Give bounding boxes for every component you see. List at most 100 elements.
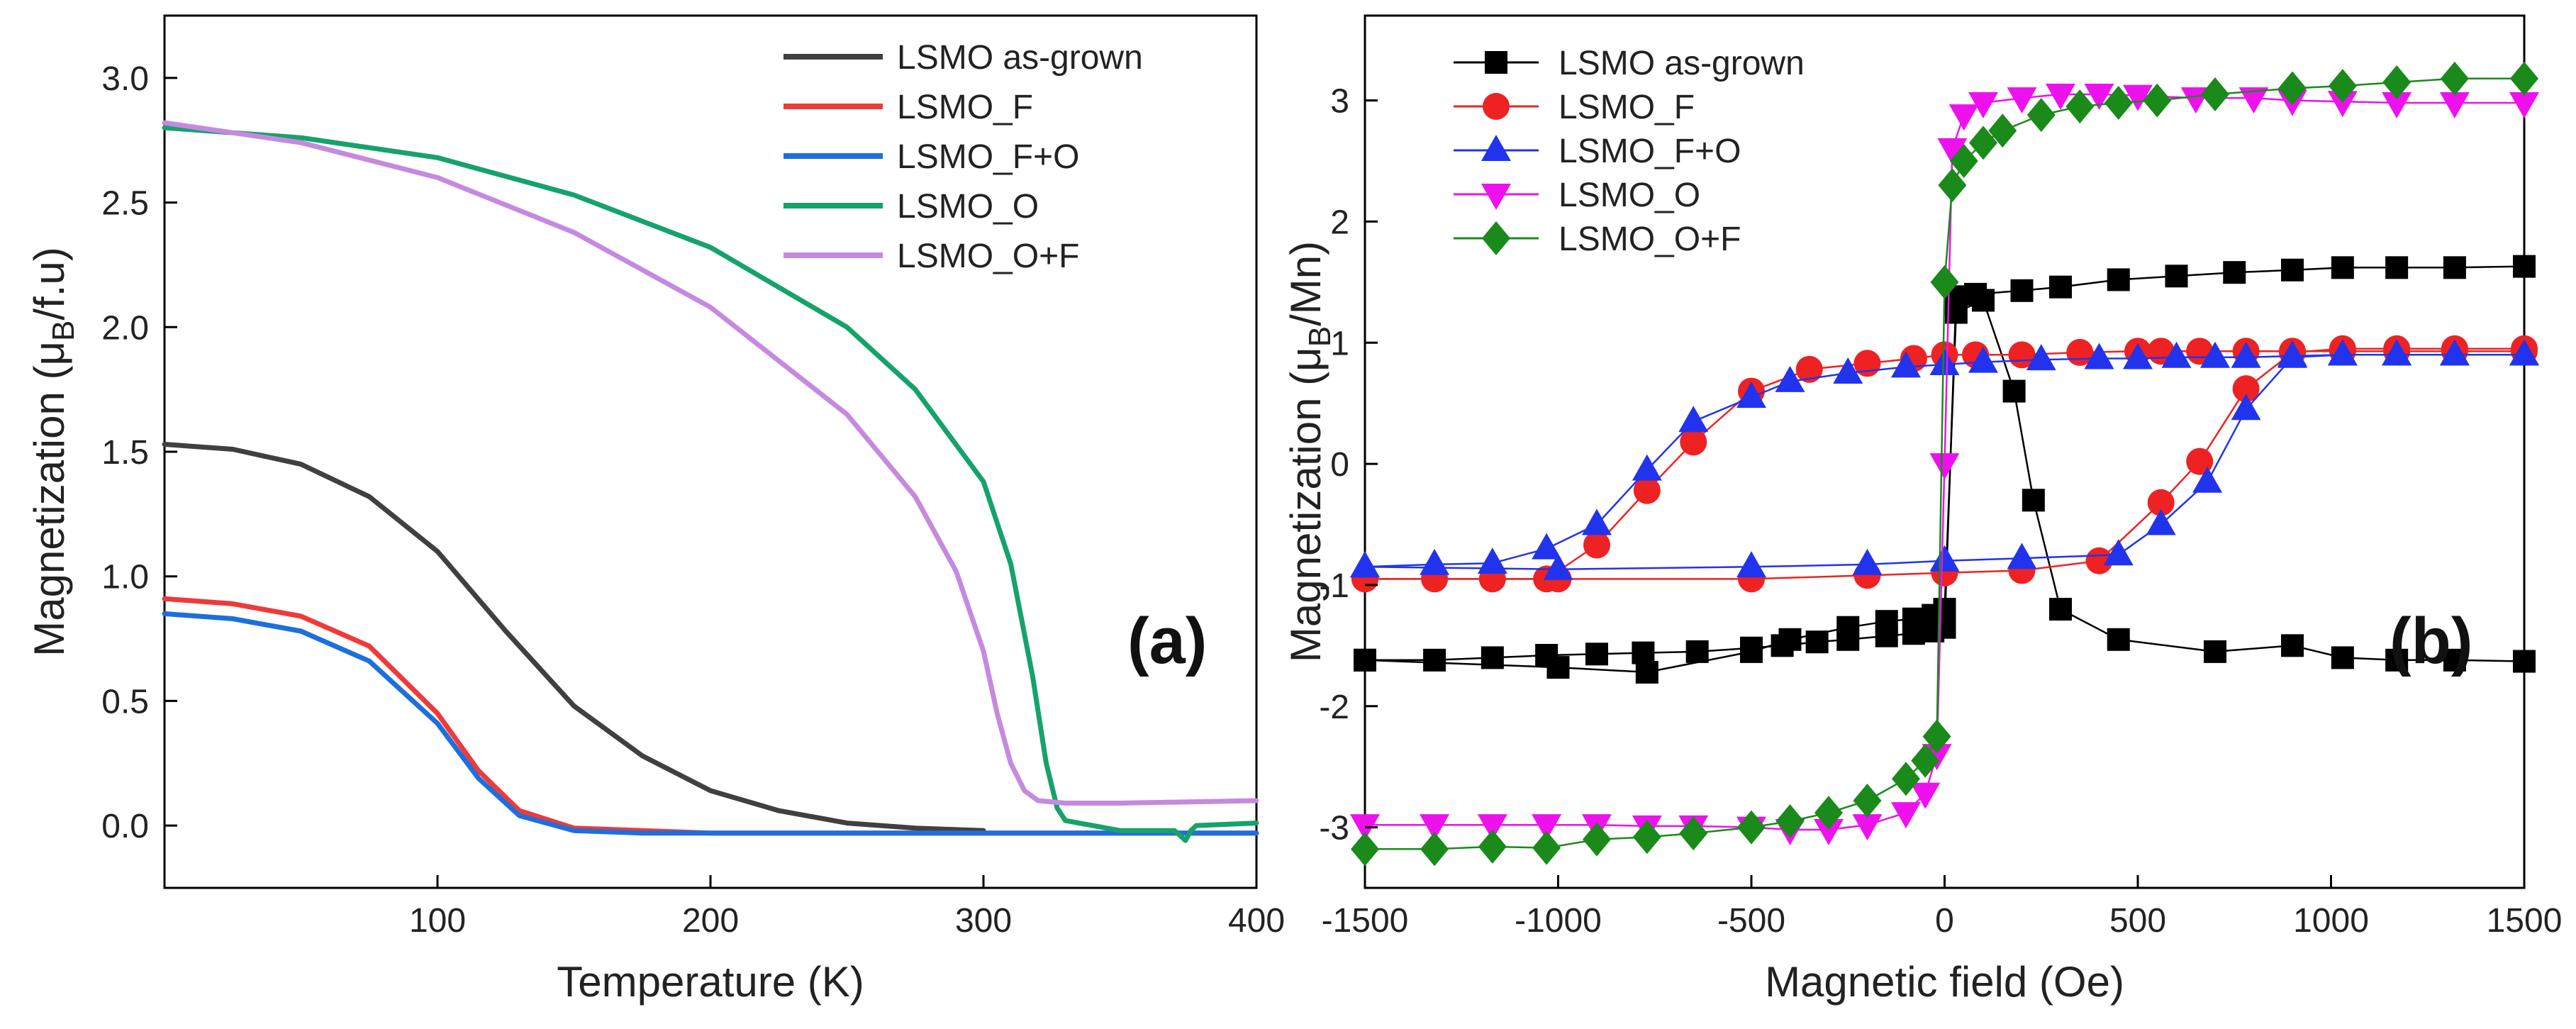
point-lsmo-o bbox=[2509, 92, 2539, 118]
b-x-tick-label: -1000 bbox=[1515, 902, 1602, 940]
point-return-lsmo-f bbox=[2186, 447, 2214, 475]
point-lsmo-f bbox=[1795, 355, 1823, 383]
point-return-lsmo-f-o bbox=[1350, 551, 1380, 578]
point-lsmo-f-o bbox=[1736, 382, 1766, 408]
point-lsmo-o-f bbox=[1930, 265, 1959, 299]
point-lsmo-o-f bbox=[2104, 86, 2133, 120]
panel-a-x-axis-title: Temperature (K) bbox=[557, 958, 864, 1006]
point-lsmo-as-grown bbox=[2223, 261, 2246, 284]
b-x-tick-label: 1500 bbox=[2487, 902, 2563, 940]
panel-a-label: (a) bbox=[1127, 605, 1207, 677]
b-y-tick-label: -3 bbox=[1319, 810, 1349, 847]
point-lsmo-as-grown bbox=[2165, 265, 2188, 288]
a-x-tick-label: 100 bbox=[409, 902, 466, 940]
point-lsmo-as-grown bbox=[1805, 630, 1829, 654]
a-y-tick-label: 2.0 bbox=[101, 309, 149, 347]
legend-marker-lsmo-o bbox=[1481, 184, 1511, 210]
point-return-lsmo-f-o bbox=[2277, 341, 2307, 368]
point-lsmo-o bbox=[1910, 782, 1941, 809]
panel-b-legend: LSMO as-grown LSMO_F LSMO_F+O LSMO_O LSMO_O+… bbox=[1454, 45, 1805, 258]
line-lsmo-o-f bbox=[162, 120, 1259, 806]
panel-b-y-ticks: -3 -2 -1 0 1 2 3 bbox=[1319, 83, 1378, 847]
point-lsmo-o-f bbox=[1351, 832, 1379, 867]
point-lsmo-o-f bbox=[1853, 784, 1882, 818]
point-lsmo-as-grown bbox=[1481, 646, 1504, 669]
point-lsmo-as-grown bbox=[1632, 641, 1655, 664]
point-lsmo-o-f bbox=[2382, 65, 2411, 99]
point-return-lsmo-f-o bbox=[2439, 339, 2470, 366]
point-lsmo-o-f bbox=[1737, 810, 1766, 845]
point-return-lsmo-f-o bbox=[2382, 339, 2412, 366]
legend-marker-lsmo-f bbox=[1483, 93, 1510, 120]
point-lsmo-o bbox=[1929, 453, 1960, 480]
point-lsmo-f-o bbox=[1632, 454, 1662, 481]
legend-label-lsmo-o-f: LSMO_O+F bbox=[897, 238, 1079, 275]
point-lsmo-f-o bbox=[2123, 343, 2153, 369]
point-lsmo-o bbox=[1852, 814, 1883, 841]
point-lsmo-o-f bbox=[2510, 61, 2538, 96]
point-return-lsmo-f-o bbox=[2327, 339, 2358, 366]
point-lsmo-f-o bbox=[2200, 341, 2230, 368]
point-lsmo-o-f bbox=[1892, 762, 1920, 796]
point-lsmo-o-f bbox=[2026, 98, 2056, 133]
point-return-lsmo-f-o bbox=[2103, 539, 2134, 566]
panel-a: 100 200 300 400 0.0 0.5 1.0 1.5 2.0 2.5 3.0 Tempe… bbox=[26, 14, 1285, 1006]
b-x-tick-label: -1500 bbox=[1322, 902, 1409, 940]
point-return-lsmo-f-o bbox=[2509, 339, 2539, 366]
panel-a-y-axis-title: Magnetization (μB/f.u) bbox=[26, 247, 81, 657]
point-return-lsmo-f-o bbox=[2146, 508, 2176, 535]
legend-label-lsmo-o: LSMO_O bbox=[897, 188, 1039, 226]
b-y-tick-label: 2 bbox=[1330, 204, 1349, 241]
point-return-lsmo-as-grown bbox=[2049, 598, 2072, 621]
point-return-lsmo-f-o bbox=[1736, 551, 1766, 578]
point-return-lsmo-as-grown bbox=[2022, 489, 2045, 512]
b-x-tick-label: 500 bbox=[2109, 902, 2166, 940]
point-lsmo-f-o bbox=[1678, 406, 1709, 433]
point-lsmo-o-f bbox=[1679, 816, 1708, 851]
b-x-tick-label: 1000 bbox=[2293, 902, 2369, 940]
point-lsmo-o-f bbox=[1911, 743, 1940, 778]
point-lsmo-f-o bbox=[2026, 344, 2056, 371]
a-y-tick-label: 0.0 bbox=[101, 808, 149, 845]
point-lsmo-as-grown bbox=[2513, 255, 2536, 278]
point-return-lsmo-f-o bbox=[2231, 394, 2261, 421]
point-return-lsmo-as-grown bbox=[1875, 610, 1898, 633]
point-lsmo-as-grown bbox=[2281, 258, 2304, 282]
point-return-lsmo-f-o bbox=[1929, 545, 1960, 572]
panel-b-y-title-main: Magnetization ( bbox=[1282, 372, 1329, 662]
point-lsmo-o-f bbox=[2065, 89, 2095, 124]
point-lsmo-as-grown bbox=[2385, 256, 2409, 279]
point-return-lsmo-as-grown bbox=[2331, 646, 2354, 669]
a-y-tick-label: 2.5 bbox=[101, 185, 149, 223]
point-lsmo-as-grown bbox=[1685, 640, 1709, 663]
point-return-lsmo-as-grown bbox=[2513, 650, 2536, 673]
point-lsmo-f bbox=[1633, 477, 1661, 504]
point-lsmo-o-f bbox=[2201, 77, 2229, 112]
point-lsmo-o bbox=[1532, 814, 1562, 841]
point-lsmo-f-o bbox=[1532, 533, 1562, 560]
legend-label-lsmo-o-f: LSMO_O+F bbox=[1559, 221, 1741, 258]
point-return-lsmo-as-grown bbox=[2204, 640, 2226, 663]
line-lsmo-f-o bbox=[162, 611, 1259, 836]
point-lsmo-o bbox=[2238, 87, 2269, 114]
point-lsmo-o-f bbox=[1775, 804, 1805, 839]
point-lsmo-f-o bbox=[1582, 508, 1612, 535]
point-lsmo-o bbox=[1937, 138, 1968, 165]
panel-a-x-ticks: 100 200 300 400 bbox=[409, 875, 1285, 940]
legend-label-lsmo-f-o: LSMO_F+O bbox=[1559, 133, 1741, 170]
point-lsmo-as-grown bbox=[1423, 648, 1446, 672]
a-y-tick-label: 3.0 bbox=[101, 60, 149, 98]
legend-marker-lsmo-o-f bbox=[1482, 221, 1510, 255]
panel-a-y-title-mu: μ bbox=[26, 341, 73, 366]
point-lsmo-as-grown bbox=[1585, 643, 1608, 666]
a-x-tick-label: 300 bbox=[955, 902, 1012, 940]
point-lsmo-as-grown bbox=[2049, 275, 2072, 299]
point-lsmo-o bbox=[2007, 87, 2037, 114]
point-return-lsmo-f-o bbox=[2007, 543, 2037, 569]
legend-label-lsmo-as-grown: LSMO as-grown bbox=[897, 39, 1143, 77]
panel-a-y-title-sub: B bbox=[46, 321, 81, 341]
point-lsmo-f bbox=[1583, 531, 1610, 559]
point-return-lsmo-as-grown bbox=[1778, 628, 1802, 651]
point-lsmo-o bbox=[1420, 814, 1450, 841]
point-lsmo-as-grown bbox=[2107, 268, 2130, 291]
